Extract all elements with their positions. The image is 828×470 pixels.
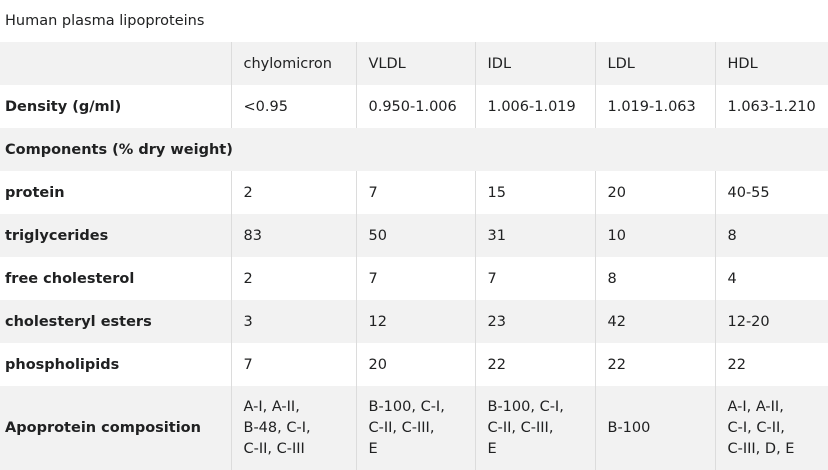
row-label: Apoprotein composition (5, 419, 201, 436)
table-cell: 1.063-1.210 (714, 85, 828, 128)
table-cell: 1.006-1.019 (474, 85, 595, 128)
table-cell: 40-55 (714, 171, 828, 214)
table-cell: 83 (230, 214, 356, 257)
table-cell: 22 (714, 343, 828, 386)
table-row: cholesteryl esters 3 12 23 42 12-20 (0, 300, 828, 343)
cell-line: E (368, 440, 378, 457)
column-header: LDL (594, 42, 715, 85)
cell-line: B-100, C-I, (368, 398, 445, 415)
row-label: Density (g/ml) (5, 98, 122, 115)
cell-line: C-II, C-III (243, 440, 305, 457)
table-cell: 31 (474, 214, 595, 257)
table-cell: 15 (474, 171, 595, 214)
lipoprotein-table: chylomicron VLDL IDL LDL HDL Density (g/ml) <0… (0, 42, 828, 470)
cell-line: C-II, C-III, (368, 419, 435, 436)
cell-line: C-II, C-III, (487, 419, 554, 436)
table-row: triglycerides 83 50 31 10 8 (0, 214, 828, 257)
table-cell: A-I, A-II, C-I, C-II, C-III, D, E (714, 386, 828, 470)
row-label: phospholipids (5, 356, 120, 373)
table-cell: B-100, C-I, C-II, C-III, E (474, 386, 595, 470)
table-caption: Human plasma lipoproteins (5, 13, 205, 29)
table-cell: 22 (474, 343, 595, 386)
table-cell: 42 (594, 300, 715, 343)
table-cell: 50 (355, 214, 475, 257)
table-cell: 12 (355, 300, 475, 343)
table-row: Density (g/ml) <0.95 0.950-1.006 1.006-1.01… (0, 85, 828, 128)
section-header-row: Components (% dry weight) (0, 128, 828, 171)
cell-line: A-I, A-II, (243, 398, 300, 415)
table-cell: B-100 (594, 386, 715, 470)
table-cell: 4 (714, 257, 828, 300)
cell-line: B-100 (607, 419, 651, 436)
table-cell: 20 (594, 171, 715, 214)
table-cell: 3 (230, 300, 356, 343)
column-header: IDL (474, 42, 595, 85)
table-cell: 1.019-1.063 (594, 85, 715, 128)
table-cell: 7 (474, 257, 595, 300)
table-cell: 8 (594, 257, 715, 300)
table-cell: 2 (230, 257, 356, 300)
table-cell: 7 (230, 343, 356, 386)
section-header: Components (% dry weight) (5, 141, 233, 158)
row-label: triglycerides (5, 227, 109, 244)
table-cell: 7 (355, 171, 475, 214)
table-row: protein 2 7 15 20 40-55 (0, 171, 828, 214)
table-row: free cholesterol 2 7 7 8 4 (0, 257, 828, 300)
header-row: chylomicron VLDL IDL LDL HDL (0, 42, 828, 85)
table-row: Apoprotein composition A-I, A-II, B-48, C-… (0, 386, 828, 470)
cell-line: B-100, C-I, (487, 398, 564, 415)
table-cell: 22 (594, 343, 715, 386)
table-cell: 0.950-1.006 (355, 85, 475, 128)
table-cell: 2 (230, 171, 356, 214)
table-cell: 7 (355, 257, 475, 300)
row-label: cholesteryl esters (5, 313, 152, 330)
table-cell: 10 (594, 214, 715, 257)
table-cell: 8 (714, 214, 828, 257)
table-cell: <0.95 (230, 85, 356, 128)
cell-line: A-I, A-II, (727, 398, 784, 415)
row-label: protein (5, 184, 65, 201)
column-header (0, 42, 231, 85)
table-cell: 23 (474, 300, 595, 343)
cell-line: E (487, 440, 497, 457)
cell-line: C-I, C-II, (727, 419, 785, 436)
table-row: phospholipids 7 20 22 22 22 (0, 343, 828, 386)
cell-line: C-III, D, E (727, 440, 795, 457)
table-cell: A-I, A-II, B-48, C-I, C-II, C-III (230, 386, 356, 470)
cell-line: B-48, C-I, (243, 419, 311, 436)
row-label: free cholesterol (5, 270, 135, 287)
table-cell: B-100, C-I, C-II, C-III, E (355, 386, 475, 470)
table-cell: 20 (355, 343, 475, 386)
column-header: HDL (714, 42, 828, 85)
table-cell: 12-20 (714, 300, 828, 343)
column-header: VLDL (355, 42, 475, 85)
column-header: chylomicron (230, 42, 356, 85)
